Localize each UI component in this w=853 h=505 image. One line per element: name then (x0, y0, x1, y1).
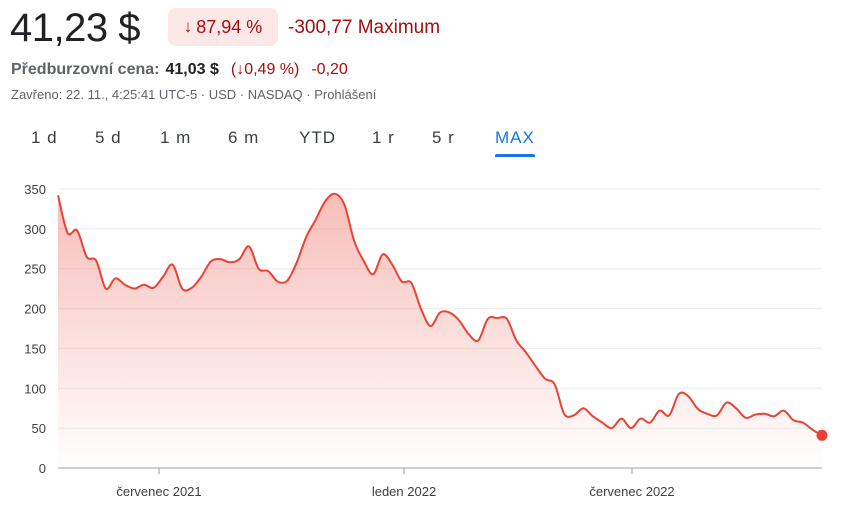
y-tick-label: 300 (24, 222, 46, 237)
premarket-price: 41,03 $ (165, 61, 219, 78)
tab-max[interactable]: MAX (495, 128, 535, 147)
tab-1d[interactable]: 1 d (31, 128, 58, 147)
x-tick-label: leden 2022 (372, 484, 436, 499)
tab-5d[interactable]: 5 d (95, 128, 122, 147)
change-percent-badge: ↓ 87,94 % (168, 8, 278, 46)
y-tick-label: 100 (24, 381, 46, 396)
active-tab-indicator (495, 154, 535, 157)
x-tick-label: červenec 2022 (589, 484, 674, 499)
y-tick-label: 0 (39, 461, 46, 476)
change-percent: 87,94 % (196, 16, 263, 37)
tab-5r[interactable]: 5 r (432, 128, 455, 147)
y-tick-label: 350 (24, 182, 46, 197)
y-tick-label: 250 (24, 262, 46, 277)
y-tick-label: 200 (24, 302, 46, 317)
tab-6m[interactable]: 6 m (228, 128, 260, 147)
premarket-label: Předburzovní cena: (11, 61, 160, 78)
premarket-percent: (↓0,49 %) (230, 61, 300, 78)
x-tick-label: červenec 2021 (116, 484, 201, 499)
market-closed-info: Zavřeno: 22. 11., 4:25:41 UTC-5 · USD · … (11, 87, 377, 102)
arrow-down-icon: ↓ (183, 17, 193, 36)
y-tick-label: 150 (24, 341, 46, 356)
premarket-change: -0,20 (311, 61, 348, 78)
price-area-fill (58, 193, 822, 468)
tab-ytd[interactable]: YTD (299, 128, 336, 147)
price-chart: 0 50 100 150 200 250 300 350 červenec 2021 leden … (24, 182, 828, 499)
change-absolute: -300,77 Maximum (288, 17, 441, 38)
current-price: 41,23 $ (10, 6, 140, 50)
current-price-dot[interactable] (816, 429, 828, 441)
y-tick-label: 50 (32, 421, 46, 436)
premarket-row: Předburzovní cena: 41,03 $ (↓0,49 %) -0,… (11, 61, 348, 79)
tab-1r[interactable]: 1 r (372, 128, 395, 147)
tab-1m[interactable]: 1 m (160, 128, 192, 147)
